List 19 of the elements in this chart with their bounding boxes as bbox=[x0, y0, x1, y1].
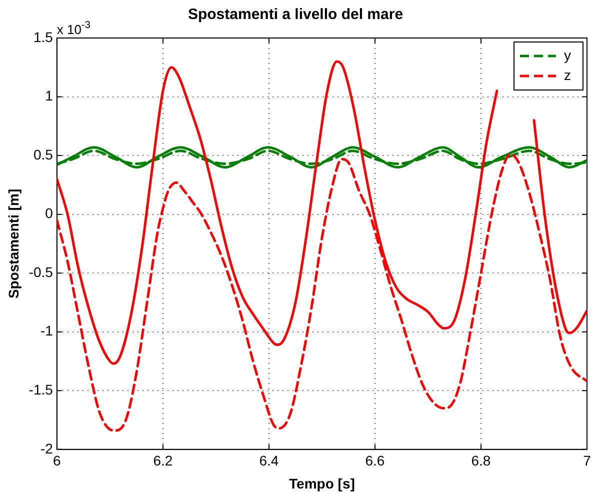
x-tick-label: 6.4 bbox=[259, 452, 279, 469]
chart-title: Spostamenti a livello del mare bbox=[188, 6, 404, 24]
x-tick-label: 6 bbox=[53, 452, 62, 469]
legend-label: z bbox=[564, 66, 571, 83]
y-tick-label: 1.5 bbox=[33, 28, 54, 45]
legend-label: y bbox=[564, 46, 571, 63]
y-tick-label: 0.5 bbox=[33, 146, 54, 162]
x-tick-label: 6.2 bbox=[153, 452, 173, 469]
y-tick-label: 1 bbox=[45, 88, 54, 104]
y-axis-title: Spostamenti [m] bbox=[5, 188, 22, 299]
x-axis-title: Tempo [s] bbox=[289, 475, 355, 492]
x-tick-label: 6.8 bbox=[471, 452, 491, 469]
x-tick-label: 7 bbox=[583, 452, 592, 469]
y-tick-label: 0 bbox=[45, 205, 54, 222]
y-tick-label: -1.5 bbox=[28, 381, 54, 398]
y-tick-label: -0.5 bbox=[28, 264, 54, 280]
y-tick-label: -1 bbox=[40, 322, 54, 339]
x-tick-label: 6.6 bbox=[365, 452, 385, 469]
y-tick-label: -2 bbox=[40, 440, 54, 456]
